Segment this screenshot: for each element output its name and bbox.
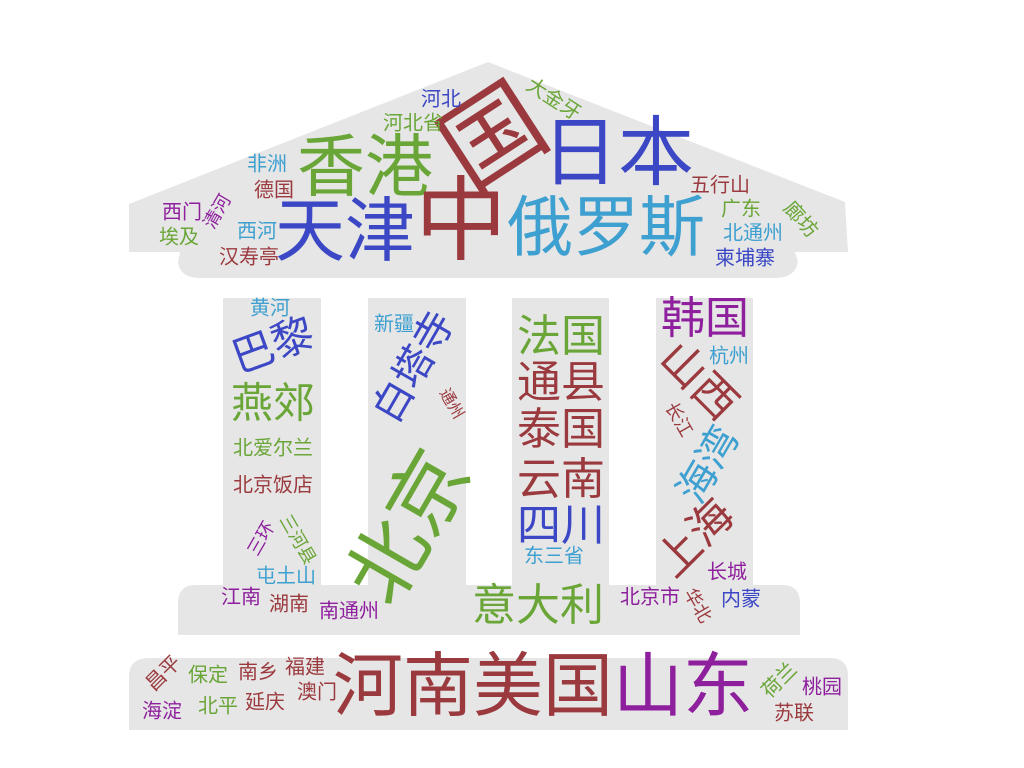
temple-silhouette <box>129 62 848 730</box>
word: 南乡 <box>238 660 278 684</box>
word: 苏联 <box>774 701 814 725</box>
word: 海淀 <box>142 699 182 723</box>
temple-column-3 <box>512 298 609 590</box>
temple-column-1 <box>223 298 321 590</box>
word: 五行山 <box>690 173 750 197</box>
temple-roof <box>129 62 848 278</box>
word-large: 通县 <box>517 357 605 408</box>
word-large: 日本 <box>542 108 694 197</box>
word: 北爱尔兰 <box>233 436 313 460</box>
word: 澳门 <box>297 680 337 704</box>
word: 河北 <box>421 87 461 111</box>
word: 北京饭店 <box>233 473 313 497</box>
word: 西河 <box>237 219 277 243</box>
word: 杭州 <box>709 344 749 368</box>
temple-base-upper <box>178 585 800 635</box>
word-large: 燕郊 <box>231 379 315 428</box>
word: 东三省 <box>524 544 584 568</box>
word: 西门 <box>162 200 202 224</box>
word-large: 法国 <box>517 311 605 362</box>
word: 延庆 <box>245 690 285 714</box>
word-large: 香港 <box>297 129 433 208</box>
word: 湖南 <box>269 592 309 616</box>
word: 德国 <box>254 178 294 202</box>
word: 柬埔寨 <box>715 246 775 270</box>
word: 北京市 <box>620 585 680 609</box>
word: 广东 <box>721 197 761 221</box>
temple-column-2 <box>368 298 466 590</box>
word-large: 俄罗斯 <box>507 189 705 266</box>
word: 黄河 <box>250 296 290 320</box>
word: 福建 <box>285 655 325 679</box>
word-large: 云南 <box>517 454 605 505</box>
word-large: 天津 <box>275 190 415 272</box>
word: 屯土山 <box>256 564 316 588</box>
word: 江南 <box>221 585 261 609</box>
word: 汉寿亭 <box>219 245 279 269</box>
temple-base-lower <box>129 658 848 730</box>
word-large: 四川 <box>517 500 605 551</box>
word-large: 河南 <box>333 645 473 727</box>
word: 保定 <box>188 663 228 687</box>
word: 非洲 <box>247 152 287 176</box>
word-large: 韩国 <box>661 293 749 344</box>
word: 河北省 <box>383 111 443 135</box>
temple-column-4 <box>656 298 753 590</box>
word: 桃园 <box>802 675 842 699</box>
word-large: 意大利 <box>472 580 604 631</box>
word-large: 美国 <box>473 645 613 727</box>
word-large: 泰国 <box>517 404 605 455</box>
word: 埃及 <box>159 225 199 249</box>
word: 新疆 <box>374 312 414 336</box>
word-large: 山东 <box>613 645 753 727</box>
word: 北平 <box>198 694 238 718</box>
word: 南通州 <box>319 599 379 623</box>
word: 北通州 <box>723 221 783 245</box>
word: 长城 <box>707 560 747 584</box>
word-large: 中 <box>415 167 507 274</box>
word: 内蒙 <box>721 587 761 611</box>
